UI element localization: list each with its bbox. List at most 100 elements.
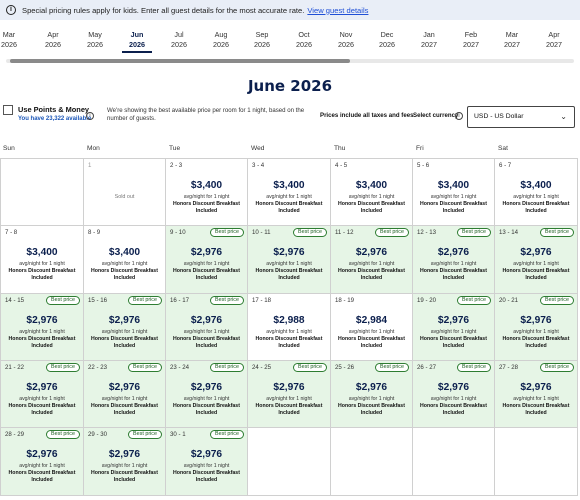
month-name: Mar <box>2 30 16 39</box>
calendar-day[interactable]: 3 - 4 $3,400 avg/night for 1 night Honors D… <box>248 158 331 226</box>
month-tab[interactable]: Feb 2027 <box>450 30 492 49</box>
weekday-label: Sun <box>3 145 15 152</box>
day-date: 1 <box>88 162 92 169</box>
rate-name: Honors Discount Breakfast <box>502 268 570 274</box>
calendar-day[interactable]: 29 - 30 Best price $2,976 avg/night for 1 n… <box>84 428 166 496</box>
per-night-note: avg/night for 1 night <box>266 329 312 335</box>
calendar-day[interactable]: 12 - 13 Best price $2,976 avg/night for 1 n… <box>413 226 495 294</box>
day-date: 9 - 10 <box>170 229 186 236</box>
calendar-day[interactable]: 7 - 8 $3,400 avg/night for 1 night Honors D… <box>0 226 84 294</box>
points-info-icon[interactable]: i <box>86 112 94 120</box>
day-date: 10 - 11 <box>252 229 271 236</box>
per-night-note: avg/night for 1 night <box>430 329 477 335</box>
month-tab[interactable]: Mar 2027 <box>491 30 533 49</box>
view-guest-details-link[interactable]: View guest details <box>307 5 369 15</box>
month-tab[interactable]: Apr 2027 <box>533 30 575 49</box>
rate-included: Included <box>278 275 300 281</box>
day-date: 19 - 20 <box>417 297 436 304</box>
rate-name: Honors Discount Breakfast <box>255 403 323 409</box>
best-price-badge: Best price <box>210 296 244 305</box>
currency-select[interactable]: USD - US Dollar ⌄ <box>467 106 575 128</box>
calendar-day[interactable]: 25 - 26 Best price $2,976 avg/night for 1 n… <box>331 361 413 428</box>
sold-out-label: Sold out <box>114 194 135 200</box>
day-price: $2,976 <box>26 382 58 393</box>
day-price: $2,976 <box>108 315 141 326</box>
calendar-day[interactable]: 6 - 7 $3,400 avg/night for 1 night Honors D… <box>495 158 578 226</box>
calendar-day[interactable]: 4 - 5 $3,400 avg/night for 1 night Honors D… <box>331 158 413 226</box>
month-tab[interactable]: Aug 2026 <box>200 30 242 49</box>
calendar-day[interactable]: 8 - 9 $3,400 avg/night for 1 night Honors D… <box>84 226 166 294</box>
currency-info-icon[interactable]: i <box>455 112 463 120</box>
month-name: Sep <box>255 30 269 39</box>
notice-text: Special pricing rules apply for kids. En… <box>22 5 305 15</box>
calendar-day[interactable]: 10 - 11 Best price $2,976 avg/night for 1 n… <box>248 226 331 294</box>
month-tab[interactable]: Jan 2027 <box>408 30 450 49</box>
rate-name: Honors Discount Breakfast <box>255 336 323 342</box>
calendar-day[interactable]: 13 - 14 Best price $2,976 avg/night for 1 n… <box>495 226 578 294</box>
month-tab[interactable]: Jul 2026 <box>158 30 200 49</box>
calendar-day[interactable]: 22 - 23 Best price $2,976 avg/night for 1 n… <box>84 361 166 428</box>
calendar-day[interactable]: 2 - 3 $3,400 avg/night for 1 night Honors D… <box>166 158 248 226</box>
calendar-day[interactable]: 20 - 21 Best price $2,976 avg/night for 1 n… <box>495 294 578 361</box>
day-date: 11 - 12 <box>335 229 354 236</box>
rate-included: Included <box>442 275 465 281</box>
calendar-day[interactable]: 30 - 1 Best price $2,976 avg/night for 1 ni… <box>166 428 248 496</box>
rate-name: Honors Discount Breakfast <box>502 201 570 207</box>
day-date: 29 - 30 <box>88 431 107 438</box>
month-year: 2026 <box>1 39 17 49</box>
month-scrollbar-thumb[interactable] <box>10 59 350 63</box>
per-night-note: avg/night for 1 night <box>183 329 230 335</box>
rate-included: Included <box>525 208 547 214</box>
per-night-note: avg/night for 1 night <box>183 261 230 267</box>
calendar-day[interactable]: 14 - 15 Best price $2,976 avg/night for 1 n… <box>0 294 84 361</box>
calendar-day[interactable]: 16 - 17 Best price $2,976 avg/night for 1 n… <box>166 294 248 361</box>
month-tab[interactable]: Apr 2026 <box>32 30 74 49</box>
month-year: 2027 <box>463 39 479 49</box>
month-tab[interactable]: May 2026 <box>74 30 116 49</box>
month-tab[interactable]: Sep 2026 <box>241 30 283 49</box>
use-points-checkbox[interactable] <box>3 105 13 115</box>
use-points-label: Use Points & Money <box>18 105 90 114</box>
rate-included: Included <box>31 275 53 281</box>
best-price-badge: Best price <box>540 296 574 305</box>
taxes-note: Prices include all taxes and fees <box>320 112 414 119</box>
per-night-note: avg/night for 1 night <box>101 396 148 402</box>
month-tab[interactable]: Dec 2026 <box>366 30 408 49</box>
rate-included: Included <box>113 410 136 416</box>
calendar-day[interactable]: 26 - 27 Best price $2,976 avg/night for 1 n… <box>413 361 495 428</box>
rate-name: Honors Discount Breakfast <box>338 403 405 409</box>
calendar-day[interactable]: 28 - 29 Best price $2,976 avg/night for 1 n… <box>0 428 84 496</box>
best-price-badge: Best price <box>540 228 574 237</box>
day-date: 14 - 15 <box>5 297 24 304</box>
calendar-day[interactable]: 27 - 28 Best price $2,976 avg/night for 1 n… <box>495 361 578 428</box>
best-price-badge: Best price <box>210 430 244 439</box>
rate-name: Honors Discount Breakfast <box>173 336 240 342</box>
calendar-day[interactable]: 23 - 24 Best price $2,976 avg/night for 1 n… <box>166 361 248 428</box>
calendar-day[interactable]: 9 - 10 Best price $2,976 avg/night for 1 ni… <box>166 226 248 294</box>
calendar-day[interactable]: 24 - 25 Best price $2,976 avg/night for 1 n… <box>248 361 331 428</box>
calendar-day[interactable]: 21 - 22 Best price $2,976 avg/night for 1 n… <box>0 361 84 428</box>
calendar-day[interactable]: 18 - 19 $2,984 avg/night for 1 night Honors… <box>331 294 413 361</box>
calendar-day-sold-out: 1 Sold out <box>84 158 166 226</box>
day-price: $3,400 <box>273 180 305 191</box>
rate-included: Included <box>442 343 465 349</box>
calendar-day[interactable]: 15 - 16 Best price $2,976 avg/night for 1 n… <box>84 294 166 361</box>
calendar-day[interactable]: 11 - 12 Best price $2,976 avg/night for 1 n… <box>331 226 413 294</box>
day-date: 7 - 8 <box>5 229 18 236</box>
month-tab[interactable]: Mar 2026 <box>0 30 30 49</box>
points-available: You have 23,322 available <box>18 116 92 122</box>
month-tab[interactable]: Jun 2026 <box>116 30 158 53</box>
calendar-day[interactable]: 5 - 6 $3,400 avg/night for 1 night Honors D… <box>413 158 495 226</box>
calendar-day[interactable]: 17 - 18 $2,988 avg/night for 1 night Honors… <box>248 294 331 361</box>
calendar-day[interactable]: 19 - 20 Best price $2,976 avg/night for 1 n… <box>413 294 495 361</box>
month-year: 2026 <box>338 39 354 49</box>
rate-name: Honors Discount Breakfast <box>91 336 158 342</box>
month-tab[interactable]: Nov 2026 <box>325 30 367 49</box>
rate-included: Included <box>195 477 218 483</box>
month-tab[interactable]: Oct 2026 <box>283 30 325 49</box>
per-night-note: avg/night for 1 night <box>513 194 559 200</box>
rate-name: Honors Discount Breakfast <box>420 403 487 409</box>
rate-name: Honors Discount Breakfast <box>338 201 405 207</box>
best-price-note: We're showing the best available price p… <box>107 107 305 123</box>
best-price-badge: Best price <box>128 296 162 305</box>
